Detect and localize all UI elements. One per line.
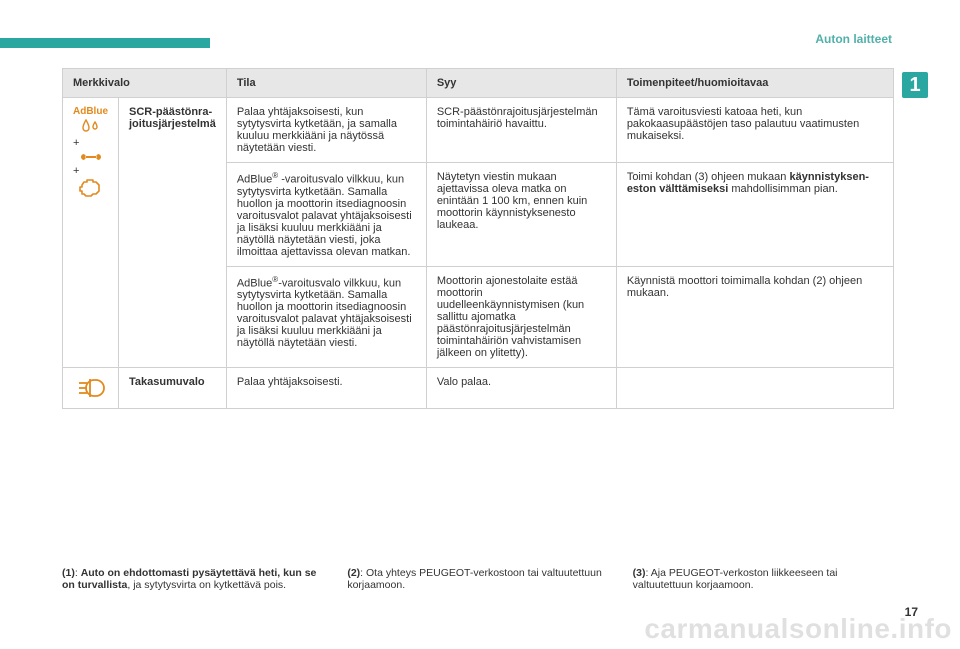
note-2: (2): Ota yhteys PEUGEOT-verkostoon tai v…	[347, 567, 608, 591]
cell-toimi-1: Tämä varoitusviesti katoaa heti, kun pak…	[616, 98, 893, 163]
th-toimenpiteet: Toimenpiteet/huomioitavaa	[616, 69, 893, 98]
cell-tila-3: AdBlue®-varoitusvalo vilkkuu, kun sytyty…	[226, 266, 426, 367]
icon-cell-scr: AdBlue + +	[63, 98, 119, 368]
footnotes: (1): Auto on ehdottomasti pysäytettävä h…	[62, 567, 894, 591]
cell-tila-fog: Palaa yhtäjaksoisesti.	[226, 367, 426, 408]
adblue-icon-label: AdBlue	[73, 106, 108, 117]
cell-syy-fog: Valo palaa.	[426, 367, 616, 408]
plus-sep-2: +	[73, 165, 108, 177]
note-3: (3): Aja PEUGEOT-verkoston liikkeeseen t…	[633, 567, 894, 591]
txt: : Ota yhteys PEUGEOT-verkostoon tai valt…	[347, 567, 601, 591]
txt: Toimi kohdan (3) ohjeen mukaan	[627, 171, 790, 183]
accent-bar	[0, 38, 210, 48]
cell-toimi-fog	[616, 367, 893, 408]
txt: AdBlue	[237, 174, 272, 186]
th-merkkivalo: Merkkivalo	[63, 69, 227, 98]
txt: AdBlue	[237, 277, 272, 289]
droplet-icon	[82, 119, 100, 135]
wrench-icon	[78, 151, 104, 163]
cell-toimi-3: Käynnistä moottori toimimalla kohdan (2)…	[616, 266, 893, 367]
watermark: carmanualsonline.info	[644, 613, 952, 645]
icon-cell-fog	[63, 367, 119, 408]
cell-syy-3: Moottorin ajonestolaite estää moottorin …	[426, 266, 616, 367]
note-num: (1)	[62, 567, 75, 579]
label-scr: SCR-päästönra-joitusjärjestelmä	[119, 98, 227, 368]
label-fog: Takasumuvalo	[119, 367, 227, 408]
indicator-table-wrap: Merkkivalo Tila Syy Toimenpiteet/huomioi…	[62, 68, 894, 409]
note-1: (1): Auto on ehdottomasti pysäytettävä h…	[62, 567, 323, 591]
cell-tila-2: AdBlue® -varoitusvalo vilkkuu, kun sytyt…	[226, 163, 426, 267]
th-tila: Tila	[226, 69, 426, 98]
txt: , ja sytytysvirta on kytkettävä pois.	[127, 579, 286, 591]
chapter-number-badge: 1	[902, 72, 928, 98]
cell-toimi-2: Toimi kohdan (3) ohjeen mukaan käynnisty…	[616, 163, 893, 267]
indicator-table: Merkkivalo Tila Syy Toimenpiteet/huomioi…	[62, 68, 894, 409]
cell-syy-2: Näytetyn viestin mukaan ajettavissa olev…	[426, 163, 616, 267]
txt: -varoitusvalo vilkkuu, kun sytytysvirta …	[237, 174, 412, 258]
th-syy: Syy	[426, 69, 616, 98]
rear-fog-icon	[76, 376, 106, 400]
plus-sep-1: +	[73, 137, 108, 149]
note-num: (2)	[347, 567, 360, 579]
cell-tila-1: Palaa yhtäjaksoisesti, kun sytytysvirta …	[226, 98, 426, 163]
note-num: (3)	[633, 567, 646, 579]
engine-icon	[78, 179, 104, 199]
cell-syy-1: SCR-päästönrajoitusjärjestelmän toiminta…	[426, 98, 616, 163]
txt: : Aja PEUGEOT-verkoston liikkeeseen tai …	[633, 567, 838, 591]
table-row: AdBlue + + SCR-päästönra-joitusjärjestel…	[63, 98, 894, 163]
table-row: Takasumuvalo Palaa yhtäjaksoisesti. Valo…	[63, 367, 894, 408]
txt: mahdollisimman pian.	[728, 183, 837, 195]
section-header: Auton laitteet	[815, 32, 892, 46]
table-header-row: Merkkivalo Tila Syy Toimenpiteet/huomioi…	[63, 69, 894, 98]
